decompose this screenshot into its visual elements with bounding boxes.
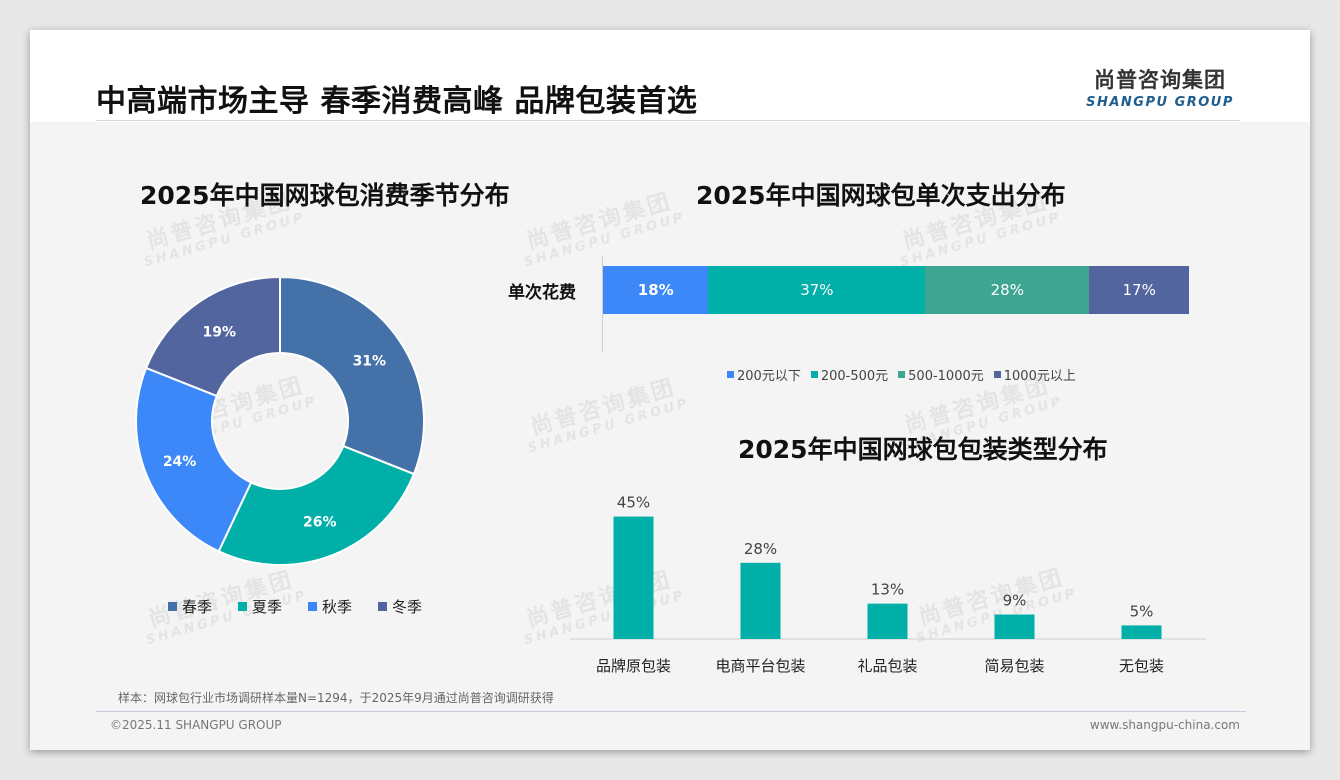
legend-item: 夏季	[238, 596, 282, 617]
legend-swatch	[727, 371, 734, 378]
legend-item: 春季	[168, 596, 212, 617]
packaging-column-chart: 45% 品牌原包装 28% 电商平台包装 13% 礼品包装 9% 简易包装 5% 无包装	[570, 494, 1206, 675]
watermark-cn: 尚普咨询集团	[527, 375, 680, 441]
legend-label: 春季	[182, 598, 213, 616]
stacked-bar-segment: 28%	[925, 266, 1090, 314]
page-title: 中高端市场主导 春季消费高峰 品牌包装首选	[96, 84, 698, 119]
legend-swatch	[898, 371, 906, 378]
legend-label: 500-1000元	[908, 369, 984, 384]
donut-slice	[144, 278, 281, 398]
copyright: ©2025.11 SHANGPU GROUP	[110, 718, 282, 732]
legend-swatch	[993, 371, 1001, 378]
header-divider	[96, 120, 1240, 121]
legend-swatch	[168, 602, 177, 611]
column-data-label: 28%	[744, 540, 777, 558]
legend-item: 秋季	[308, 596, 352, 617]
column-bar	[994, 614, 1035, 639]
watermark-en: SHANGPU GROUP	[142, 209, 308, 271]
packaging-chart-title: 2025年中国网球包包装类型分布	[738, 435, 1108, 464]
legend-label: 1000元以上	[1003, 369, 1076, 384]
column-data-label: 13%	[871, 581, 904, 599]
spending-legend: 200元以下 200-500元 500-1000元 1000元以上	[727, 365, 1086, 384]
spending-stacked-bar: 18% 37% 28% 17%	[603, 266, 1189, 314]
legend-item: 200-500元	[810, 365, 889, 384]
legend-swatch	[810, 371, 818, 378]
slide: 中高端市场主导 春季消费高峰 品牌包装首选 尚普咨询集团 SHANGPU GRO…	[30, 30, 1310, 750]
x-tick-label: 品牌原包装	[596, 657, 671, 675]
spending-row-label: 单次花费	[508, 283, 576, 303]
column-data-label: 5%	[1130, 602, 1154, 620]
column-bar	[740, 562, 781, 639]
stacked-bar-segment: 17%	[1089, 266, 1189, 314]
season-donut-chart: 31% 26% 24% 19%	[135, 278, 425, 566]
stacked-bar-segment: 37%	[708, 266, 926, 314]
spending-axis-line	[602, 256, 603, 352]
donut-slice	[217, 444, 416, 566]
column-data-label: 45%	[617, 494, 650, 512]
company-logo: 尚普咨询集团 SHANGPU GROUP	[1080, 64, 1240, 110]
legend-swatch	[238, 602, 248, 611]
legend-item: 1000元以上	[993, 365, 1076, 384]
x-tick-label: 无包装	[1119, 657, 1164, 675]
x-tick-label: 简易包装	[984, 657, 1044, 675]
legend-label: 冬季	[392, 598, 423, 616]
watermark-en: SHANGPU GROUP	[522, 209, 688, 271]
season-legend: 春季 夏季 秋季 冬季	[168, 596, 448, 617]
legend-label: 200元以下	[737, 369, 801, 384]
x-tick-label: 电商平台包装	[715, 657, 805, 675]
watermark: 尚普咨询集团 SHANGPU GROUP	[520, 374, 691, 457]
x-tick-label: 礼品包装	[857, 657, 917, 675]
donut-slice	[135, 366, 253, 553]
sample-note: 样本：网球包行业市场调研样本量N=1294，于2025年9月通过尚普咨询调研获得	[118, 691, 554, 705]
website-link: www.shangpu-china.com	[1089, 718, 1240, 732]
legend-label: 夏季	[252, 598, 283, 616]
donut-slice	[279, 278, 425, 476]
legend-label: 200-500元	[820, 369, 889, 384]
header-band	[30, 30, 1310, 122]
column-data-label: 9%	[1003, 592, 1027, 610]
legend-item: 200元以下	[727, 365, 801, 384]
column-bar	[867, 603, 908, 639]
donut-data-label: 24%	[163, 454, 197, 470]
spending-chart-title: 2025年中国网球包单次支出分布	[696, 181, 1066, 210]
logo-chinese: 尚普咨询集团	[1094, 68, 1226, 92]
donut-data-label: 19%	[203, 325, 237, 341]
legend-swatch	[378, 602, 388, 611]
footer-divider	[96, 711, 1246, 712]
watermark-en: SHANGPU GROUP	[898, 209, 1064, 271]
stacked-bar-segment: 18%	[603, 266, 709, 314]
watermark-en: SHANGPU GROUP	[526, 395, 692, 457]
column-bar	[1121, 625, 1162, 639]
legend-item: 500-1000元	[898, 365, 984, 384]
legend-swatch	[308, 602, 318, 611]
donut-data-label: 31%	[353, 353, 387, 369]
column-bar	[613, 516, 654, 639]
season-chart-title: 2025年中国网球包消费季节分布	[140, 181, 510, 210]
legend-label: 秋季	[322, 598, 353, 616]
watermark-cn: 尚普咨询集团	[523, 189, 676, 255]
legend-item: 冬季	[378, 596, 422, 617]
donut-data-label: 26%	[303, 514, 337, 530]
logo-english: SHANGPU GROUP	[1086, 95, 1234, 110]
